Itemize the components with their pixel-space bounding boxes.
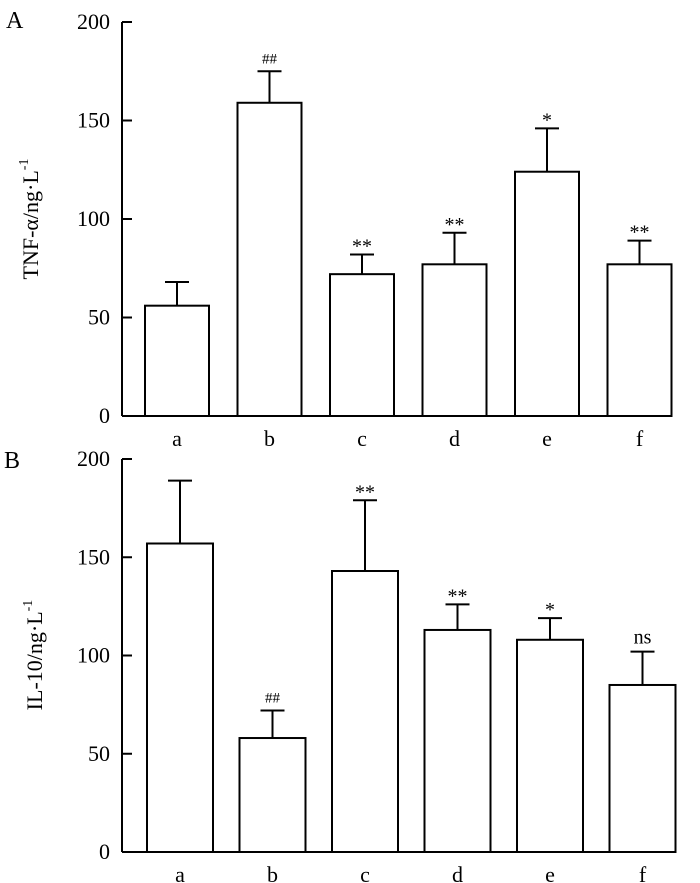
category-label: e — [545, 862, 555, 883]
category-label: a — [172, 426, 182, 451]
category-label: f — [636, 426, 644, 451]
category-label: d — [452, 862, 463, 883]
category-label: e — [542, 426, 552, 451]
y-axis-label: IL-10/ng·L-1 — [21, 600, 47, 711]
bar — [331, 570, 399, 853]
significance-label: * — [545, 599, 555, 621]
significance-label: ## — [262, 51, 278, 67]
y-tick-label: 150 — [77, 108, 110, 133]
category-label: a — [175, 862, 185, 883]
category-label: b — [264, 426, 275, 451]
y-axis-label: TNF-α/ng·L-1 — [17, 159, 43, 280]
category-label: c — [357, 426, 367, 451]
category-label: c — [360, 862, 370, 883]
bar — [144, 304, 210, 417]
bar — [606, 263, 673, 417]
significance-label: ** — [630, 222, 650, 244]
bar — [421, 263, 488, 417]
bar — [514, 170, 580, 417]
bar — [146, 542, 214, 853]
y-axis-label-main: TNF-α/ng·L — [18, 170, 43, 279]
bar — [423, 628, 492, 854]
significance-label: ** — [355, 481, 375, 503]
y-tick-label: 50 — [88, 741, 110, 766]
panel-letter: A — [6, 8, 24, 34]
significance-label: ** — [445, 214, 465, 236]
y-tick-label: 0 — [99, 403, 110, 428]
y-tick-label: 100 — [77, 643, 110, 668]
bar — [608, 683, 677, 853]
significance-label: ** — [352, 235, 372, 257]
panel-a: A 0 50 100 150 200 TNF-α/ng·L-1 a b ## c ** d ** e * f ** — [6, 8, 673, 451]
y-tick-label: 200 — [77, 446, 110, 471]
category-label: d — [449, 426, 460, 451]
panel-b: B 0 50 100 150 200 IL-10/ng·L-1 a b ## c ** d ** e * f ns — [4, 446, 677, 883]
category-label: b — [267, 862, 278, 883]
bar — [236, 101, 303, 418]
y-tick-label: 0 — [99, 839, 110, 864]
y-axis-label-main: IL-10/ng·L — [22, 611, 47, 710]
significance-label: * — [542, 109, 552, 131]
category-label: f — [639, 862, 647, 883]
bar — [516, 638, 584, 854]
y-tick-label: 200 — [77, 9, 110, 34]
significance-label: ns — [634, 627, 652, 649]
panel-letter: B — [4, 448, 20, 474]
bar — [329, 273, 395, 417]
y-axis-label-superscript: -1 — [21, 600, 36, 612]
significance-label: ## — [265, 691, 281, 707]
y-tick-label: 50 — [88, 305, 110, 330]
y-axis-label-superscript: -1 — [17, 159, 32, 171]
bar — [238, 737, 307, 854]
y-tick-label: 100 — [77, 206, 110, 231]
y-tick-label: 150 — [77, 544, 110, 569]
significance-label: ** — [448, 585, 468, 607]
